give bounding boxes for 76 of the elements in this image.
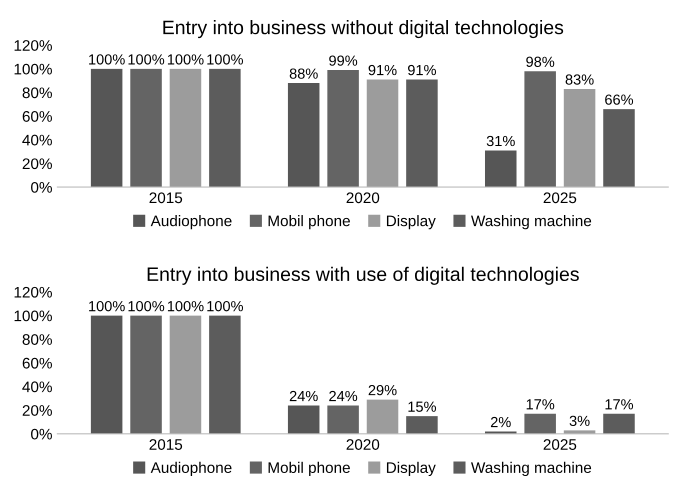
data-label: 100% [207, 54, 244, 65]
x-tick-label: 2015 [150, 192, 182, 204]
data-label: 99% [329, 55, 358, 66]
data-label: 100% [89, 301, 125, 312]
bar [170, 68, 202, 188]
y-tick-label: 40% [22, 134, 52, 146]
data-label: 88% [290, 68, 318, 79]
data-label: 15% [408, 402, 436, 412]
bar [603, 414, 635, 434]
bar [288, 405, 320, 434]
y-tick-label: 120% [14, 286, 52, 298]
data-label: 66% [605, 94, 634, 105]
bar [327, 405, 359, 434]
data-label: 17% [606, 399, 634, 410]
data-label: 100% [128, 54, 164, 65]
y-tick-label: 60% [22, 358, 52, 369]
x-tick-label: 2015 [150, 439, 182, 450]
data-label: 83% [566, 74, 594, 85]
bar [564, 88, 596, 188]
legend-label: Washing machine [471, 215, 592, 230]
bar [366, 80, 398, 188]
bar [603, 109, 635, 188]
y-tick-label: 80% [22, 87, 52, 98]
y-tick-label: 100% [14, 310, 52, 322]
y-tick-label: 100% [14, 64, 52, 75]
data-label: 3% [570, 416, 590, 426]
bar [327, 70, 359, 188]
data-label: 24% [329, 390, 358, 402]
chart-title: Entry into business with use of digital technologies [148, 266, 579, 285]
bar [130, 68, 162, 188]
x-tick-label: 2020 [346, 192, 380, 204]
y-tick-label: 20% [22, 405, 52, 416]
y-tick-label: 40% [22, 381, 52, 392]
legend-label: Mobil phone [268, 462, 350, 476]
bar [366, 400, 398, 434]
data-label: 100% [128, 301, 164, 312]
bar [524, 71, 556, 188]
data-label: 91% [408, 64, 436, 76]
x-tick-label: 2025 [544, 192, 576, 204]
data-label: 100% [89, 54, 125, 65]
data-label: 100% [168, 54, 204, 65]
bar [209, 68, 241, 188]
bar [90, 68, 122, 188]
legend-label: Audiophone [150, 215, 232, 230]
legend-label: Audiophone [150, 462, 232, 476]
data-label: 91% [368, 64, 397, 76]
chart-title: Entry into business without digital technologies [163, 20, 564, 38]
data-label: 98% [526, 56, 554, 67]
y-tick-label: 60% [22, 111, 52, 122]
bar [130, 316, 162, 434]
legend-label: Mobil phone [268, 215, 350, 230]
data-label: 17% [526, 399, 554, 410]
bar [209, 316, 241, 434]
data-label: 31% [486, 136, 515, 146]
y-tick-label: 0% [31, 428, 52, 440]
x-tick-label: 2020 [346, 439, 380, 450]
legend-label: Display [386, 215, 436, 230]
y-tick-label: 0% [31, 182, 52, 193]
bar [288, 83, 320, 188]
x-tick-label: 2025 [544, 439, 576, 450]
data-label: 2% [490, 416, 511, 428]
bar [90, 316, 122, 434]
y-tick-label: 120% [14, 40, 52, 51]
legend-label: Display [386, 462, 436, 476]
bar [524, 414, 556, 434]
bar [406, 80, 438, 188]
y-tick-label: 20% [22, 158, 52, 170]
data-label: 29% [368, 384, 397, 396]
data-label: 24% [290, 390, 318, 402]
bar [406, 416, 438, 434]
legend-label: Washing machine [471, 462, 592, 476]
data-label: 100% [168, 301, 204, 312]
bar [484, 150, 517, 188]
bar [170, 316, 202, 434]
data-label: 100% [207, 301, 244, 312]
y-tick-label: 80% [22, 334, 52, 345]
